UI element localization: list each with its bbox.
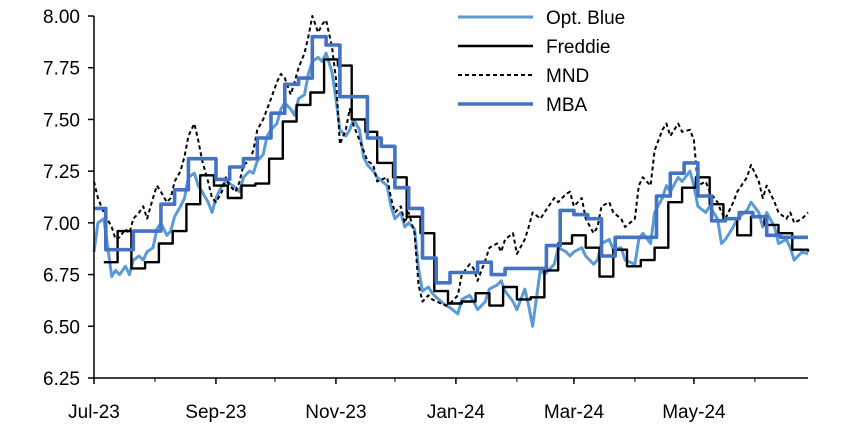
x-tick-label: Jul-23 [68,402,120,423]
legend: Opt. Blue Freddie MND MBA [458,8,625,116]
legend-label-freddie: Freddie [546,37,610,58]
x-tick-label: Mar-24 [544,402,605,423]
series-line-freddie [103,58,810,307]
y-tick-label: 8.00 [43,7,80,28]
legend-label-opt-blue: Opt. Blue [546,8,625,29]
x-tick-label: Sep-23 [185,402,246,423]
y-tick-label: 6.75 [43,266,80,287]
x-tick-label: Jan-24 [427,402,486,423]
y-tick-label: 7.25 [43,162,80,183]
series-line-mba [94,34,808,285]
y-tick-label: 7.50 [43,110,80,131]
x-tick-label: Nov-23 [305,402,366,423]
series-layer [92,15,810,328]
y-tick-label: 6.25 [43,369,80,390]
y-tick-label: 7.00 [43,214,80,235]
axes-layer: 6.25 6.50 6.75 7.00 7.25 7.50 7.75 8.00 Jul-23 Se… [43,7,808,423]
legend-label-mba: MBA [546,95,588,116]
x-tick-label: May-24 [662,402,726,423]
y-tick-label: 7.75 [43,59,80,80]
series-line-mnd [93,15,809,307]
y-tick-label: 6.50 [43,317,80,338]
legend-label-mnd: MND [546,66,589,87]
